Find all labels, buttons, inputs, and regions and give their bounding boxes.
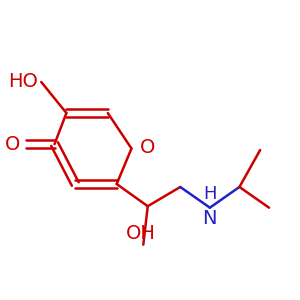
Text: O: O bbox=[5, 135, 20, 154]
Text: OH: OH bbox=[125, 224, 155, 243]
Text: H: H bbox=[203, 185, 217, 203]
Text: HO: HO bbox=[8, 73, 38, 92]
Text: O: O bbox=[140, 137, 155, 157]
Text: N: N bbox=[202, 209, 217, 228]
